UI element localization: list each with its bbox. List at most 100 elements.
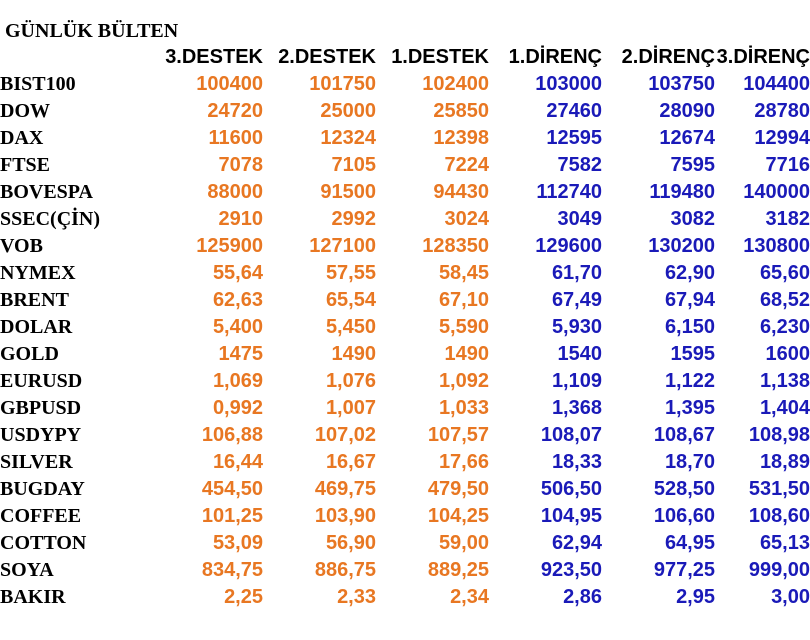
instrument-name: NYMEX [0, 262, 76, 284]
support-3-value: 0,992 [212, 397, 263, 419]
instrument-name: DOW [0, 100, 50, 122]
support-3-value: 5,400 [212, 316, 263, 338]
support-3-value: 1,069 [212, 370, 263, 392]
support-3-value: 88000 [207, 181, 263, 203]
header-support-2: 2.DESTEK [278, 46, 376, 68]
table-row: COFFEE 101,25 103,90 104,25 104,95 106,60 108,… [0, 503, 810, 530]
table-row: DOLAR 5,400 5,450 5,590 5,930 6,150 6,230 [0, 314, 810, 341]
resistance-2-value: 2,95 [676, 586, 715, 608]
resistance-2-value: 7595 [670, 154, 716, 176]
support-1-value: 94430 [433, 181, 489, 203]
support-3-value: 16,44 [212, 451, 263, 473]
resistance-1-value: 2,86 [563, 586, 602, 608]
resistance-2-value: 130200 [648, 235, 715, 257]
resistance-1-value: 129600 [535, 235, 602, 257]
support-2-value: 2992 [331, 208, 377, 230]
resistance-1-value: 506,50 [540, 478, 602, 500]
support-2-value: 107,02 [314, 424, 376, 446]
resistance-2-value: 119480 [649, 181, 715, 203]
header-instrument [0, 44, 150, 71]
support-3-value: 2,25 [224, 586, 263, 608]
resistance-2-value: 12674 [659, 127, 715, 149]
support-2-value: 25000 [320, 100, 376, 122]
support-3-value: 106,88 [201, 424, 263, 446]
resistance-2-value: 62,90 [664, 262, 715, 284]
table-row: USDYPY 106,88 107,02 107,57 108,07 108,67 108,… [0, 422, 810, 449]
table-row: EURUSD 1,069 1,076 1,092 1,109 1,122 1,138 [0, 368, 810, 395]
header-resistance-3: 3.DİRENÇ [716, 46, 810, 68]
table-row: SILVER 16,44 16,67 17,66 18,33 18,70 18,89 [0, 449, 810, 476]
resistance-3-value: 3182 [765, 208, 810, 230]
support-1-value: 67,10 [438, 289, 489, 311]
resistance-3-value: 65,60 [759, 262, 810, 284]
resistance-3-value: 1,404 [759, 397, 810, 419]
resistance-1-value: 112740 [536, 181, 602, 203]
support-3-value: 2910 [218, 208, 264, 230]
table-row: BOVESPA 88000 91500 94430 112740 119480 140000 [0, 179, 810, 206]
support-1-value: 5,590 [438, 316, 489, 338]
header-resistance-1: 1.DİRENÇ [508, 46, 602, 68]
table-body: BIST100 100400 101750 102400 103000 103750 104… [0, 71, 810, 611]
instrument-name: COFFEE [0, 505, 82, 527]
table-row: BIST100 100400 101750 102400 103000 103750 104… [0, 71, 810, 98]
resistance-2-value: 28090 [659, 100, 715, 122]
support-1-value: 889,25 [427, 559, 489, 581]
resistance-2-value: 106,60 [653, 505, 715, 527]
support-2-value: 91500 [320, 181, 376, 203]
support-3-value: 24720 [207, 100, 263, 122]
resistance-1-value: 12595 [546, 127, 602, 149]
resistance-3-value: 7716 [765, 154, 810, 176]
resistance-2-value: 977,25 [653, 559, 715, 581]
resistance-2-value: 108,67 [653, 424, 715, 446]
resistance-2-value: 6,150 [664, 316, 715, 338]
instrument-name: BRENT [0, 289, 69, 311]
support-1-value: 104,25 [427, 505, 489, 527]
resistance-2-value: 18,70 [664, 451, 715, 473]
resistance-1-value: 5,930 [551, 316, 602, 338]
support-1-value: 12398 [433, 127, 489, 149]
support-2-value: 5,450 [325, 316, 376, 338]
support-2-value: 1490 [331, 343, 377, 365]
header-row: 3.DESTEK 2.DESTEK 1.DESTEK 1.DİRENÇ 2.Dİ… [0, 44, 810, 71]
bulletin-table: 3.DESTEK 2.DESTEK 1.DESTEK 1.DİRENÇ 2.Dİ… [0, 44, 810, 611]
support-3-value: 1475 [218, 343, 264, 365]
table-row: GBPUSD 0,992 1,007 1,033 1,368 1,395 1,404 [0, 395, 810, 422]
resistance-3-value: 130800 [743, 235, 810, 257]
resistance-1-value: 67,49 [551, 289, 602, 311]
resistance-1-value: 1,109 [551, 370, 602, 392]
table-row: BUGDAY 454,50 469,75 479,50 506,50 528,50 531,… [0, 476, 810, 503]
instrument-name: VOB [0, 235, 43, 257]
resistance-2-value: 103750 [648, 73, 715, 95]
resistance-1-value: 7582 [557, 154, 603, 176]
support-3-value: 11600 [208, 127, 263, 149]
support-1-value: 102400 [422, 73, 489, 95]
support-1-value: 58,45 [438, 262, 489, 284]
support-1-value: 59,00 [438, 532, 489, 554]
resistance-3-value: 108,60 [748, 505, 810, 527]
resistance-1-value: 27460 [546, 100, 602, 122]
support-1-value: 479,50 [427, 478, 489, 500]
support-2-value: 469,75 [314, 478, 376, 500]
resistance-3-value: 140000 [743, 181, 810, 203]
table-row: FTSE 7078 7105 7224 7582 7595 7716 [0, 152, 810, 179]
table-row: SSEC(ÇİN) 2910 2992 3024 3049 3082 3182 [0, 206, 810, 233]
support-2-value: 127100 [309, 235, 376, 257]
table-row: DOW 24720 25000 25850 27460 28090 28780 [0, 98, 810, 125]
support-2-value: 2,33 [337, 586, 376, 608]
resistance-2-value: 1,122 [664, 370, 715, 392]
support-2-value: 12324 [320, 127, 376, 149]
resistance-1-value: 62,94 [551, 532, 602, 554]
instrument-name: FTSE [0, 154, 51, 176]
resistance-2-value: 64,95 [664, 532, 715, 554]
instrument-name: BOVESPA [0, 181, 93, 203]
instrument-name: SOYA [0, 559, 54, 581]
instrument-name: DOLAR [0, 316, 73, 338]
resistance-1-value: 923,50 [540, 559, 602, 581]
resistance-1-value: 108,07 [540, 424, 602, 446]
resistance-1-value: 3049 [557, 208, 603, 230]
resistance-3-value: 108,98 [748, 424, 810, 446]
support-3-value: 55,64 [212, 262, 263, 284]
support-3-value: 834,75 [201, 559, 263, 581]
instrument-name: GBPUSD [0, 397, 82, 419]
